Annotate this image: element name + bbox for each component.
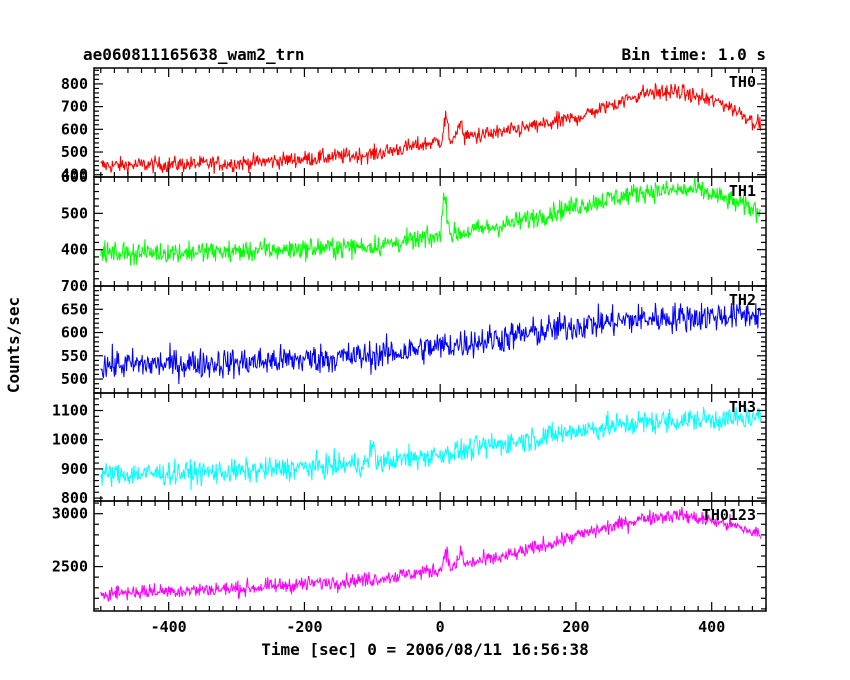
- x-axis-label: Time [sec] 0 = 2006/08/11 16:56:38: [261, 640, 589, 659]
- x-tick-label: 0: [436, 618, 445, 636]
- y-tick-label: 600: [61, 168, 88, 186]
- panel-th0123: 2500 3000 TH0123: [52, 500, 767, 612]
- y-tick-label: 1100: [52, 402, 88, 420]
- y-tick-label: 900: [61, 460, 88, 478]
- series-th0123: [100, 506, 762, 602]
- panel-label: TH0123: [702, 506, 756, 524]
- y-tick-label: 550: [61, 347, 88, 365]
- x-tick-label: 400: [698, 618, 725, 636]
- panel-th0: 400 500 600 700 800 TH0: [61, 67, 767, 184]
- y-tick-label: 800: [61, 75, 88, 93]
- series-th3: [100, 407, 762, 491]
- y-tick-label: 1000: [52, 431, 88, 449]
- y-tick-label: 2500: [52, 558, 88, 576]
- y-axis-label: Counts/sec: [4, 297, 23, 393]
- x-tick-label: 200: [562, 618, 589, 636]
- panel-frame: [93, 285, 767, 394]
- y-tick-label: 400: [61, 241, 88, 259]
- panel-frame: [93, 392, 767, 502]
- y-tick-label: 800: [61, 489, 88, 507]
- panel-label: TH2: [729, 291, 756, 309]
- panel-th2: 500 550 600 650 700 TH2: [61, 277, 767, 394]
- x-tick-label: -200: [286, 618, 322, 636]
- series-th0: [100, 83, 762, 176]
- y-tick-label: 400: [61, 166, 88, 184]
- y-tick-label: 500: [61, 143, 88, 161]
- y-tick-label: 500: [61, 370, 88, 388]
- series-th1: [100, 177, 761, 266]
- y-tick-label: 3000: [52, 505, 88, 523]
- panel-label: TH3: [729, 398, 756, 416]
- y-tick-label: 700: [61, 277, 88, 295]
- y-tick-label: 500: [61, 204, 88, 222]
- chart-title: ae060811165638_wam2_trn: [83, 45, 305, 64]
- x-tick-label: -400: [151, 618, 187, 636]
- panels-group: 400 500 600 700 800 TH0 400 500 600 TH1 500 550 600 6…: [52, 67, 767, 636]
- y-tick-label: 600: [61, 120, 88, 138]
- y-tick-label: 700: [61, 98, 88, 116]
- y-tick-label: 650: [61, 300, 88, 318]
- bin-time-label: Bin time: 1.0 s: [622, 45, 767, 64]
- panel-label: TH1: [729, 182, 756, 200]
- y-tick-label: 600: [61, 324, 88, 342]
- panel-th3: 800 900 1000 1100 TH3: [52, 392, 767, 507]
- series-th2: [100, 298, 762, 385]
- panel-label: TH0: [729, 73, 756, 91]
- panel-th1: 400 500 600 TH1: [61, 168, 767, 287]
